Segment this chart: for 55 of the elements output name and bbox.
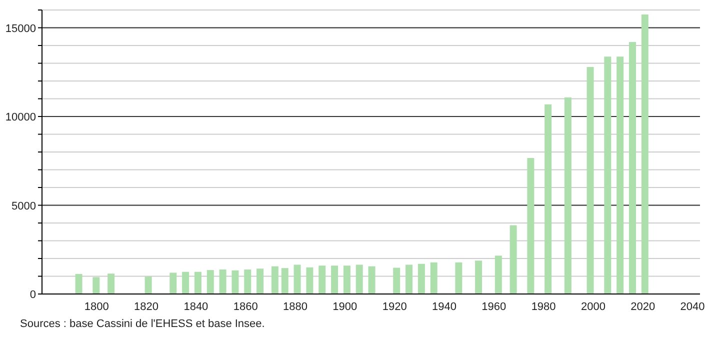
bar (641, 14, 648, 294)
bar (368, 266, 376, 294)
x-tick-label: 1980 (531, 300, 556, 313)
bar (343, 266, 350, 294)
bar (604, 56, 612, 294)
bar (170, 272, 177, 294)
x-tick-label: 1880 (283, 300, 308, 313)
bar (219, 270, 226, 294)
bar (475, 260, 482, 294)
x-tick-label: 1860 (233, 300, 258, 313)
bar (564, 97, 572, 294)
bar (256, 268, 264, 294)
source-note: Sources : base Cassini de l'EHESS et base Insee. (20, 318, 266, 330)
x-tick-label: 2040 (680, 300, 705, 313)
bar (544, 104, 552, 294)
bar (318, 266, 326, 294)
bar (75, 274, 82, 294)
x-tick-label: 1840 (184, 300, 208, 313)
y-tick-label: 15000 (5, 22, 36, 35)
x-tick-label: 1900 (332, 300, 358, 313)
bar (182, 272, 190, 294)
x-tick-label: 1940 (432, 300, 456, 313)
x-tick-label: 1800 (84, 300, 109, 313)
bar (108, 274, 115, 294)
bar (616, 56, 624, 294)
bar (510, 225, 517, 294)
bar (144, 276, 152, 294)
x-tick-label: 1820 (134, 300, 159, 313)
x-tick-label: 2000 (580, 300, 606, 313)
bar (455, 262, 462, 294)
bar (244, 270, 252, 294)
bar (418, 264, 425, 294)
y-tick-label: 5000 (12, 200, 36, 212)
bar (281, 268, 288, 294)
bar (494, 256, 502, 294)
bar (406, 264, 413, 294)
x-tick-label: 2020 (630, 300, 656, 313)
bar (92, 277, 100, 294)
bar (232, 270, 239, 294)
bar (331, 266, 338, 294)
bar (356, 264, 363, 294)
bar (628, 42, 636, 294)
bar (393, 268, 400, 294)
x-tick-label: 1920 (382, 300, 407, 313)
x-tick-label: 1960 (482, 300, 506, 313)
bar (294, 264, 301, 294)
bar (430, 262, 438, 294)
bar (527, 158, 534, 294)
bar (206, 270, 214, 294)
y-tick-label: 0 (30, 289, 36, 301)
bar (194, 272, 202, 294)
bar (271, 266, 278, 294)
bar (306, 267, 314, 294)
y-tick-label: 10000 (5, 112, 36, 124)
bar (586, 66, 594, 294)
